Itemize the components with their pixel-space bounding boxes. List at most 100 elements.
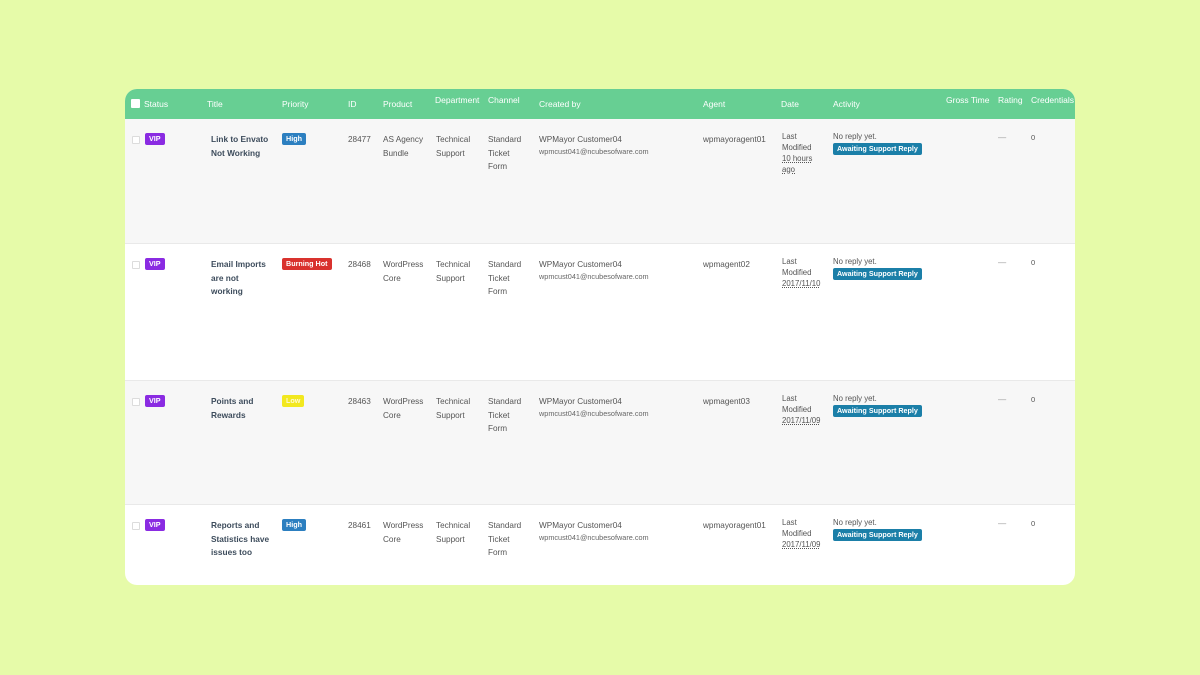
agent: wpmayoragent01 bbox=[703, 135, 766, 144]
title-line[interactable]: Points and bbox=[211, 396, 254, 406]
channel-line: Form bbox=[488, 548, 508, 557]
creator-name[interactable]: WPMayor Customer04 bbox=[539, 521, 622, 530]
table-row[interactable]: VIP Link to Envato Not Working High 28477 AS … bbox=[125, 119, 1075, 243]
channel-line: Ticket bbox=[488, 534, 510, 544]
select-all-checkbox[interactable] bbox=[131, 99, 140, 108]
title-line[interactable]: issues too bbox=[211, 547, 253, 557]
ticket-title-link[interactable]: Points and Rewards bbox=[211, 395, 277, 422]
date-line: Modified bbox=[782, 405, 812, 414]
date: Last Modified 2017/11/09 bbox=[782, 517, 820, 550]
header-credentials[interactable]: Credentials bbox=[1031, 95, 1074, 105]
title-line[interactable]: Reports and bbox=[211, 520, 260, 530]
ticket-id: 28468 bbox=[348, 260, 371, 269]
title-line[interactable]: Statistics have bbox=[211, 533, 270, 544]
gross-time: — bbox=[998, 395, 1007, 404]
header-channel[interactable]: Channel bbox=[488, 95, 520, 105]
creator-name[interactable]: WPMayor Customer04 bbox=[539, 135, 622, 144]
table-row[interactable]: VIP Points and Rewards Low 28463 WordPress Cor… bbox=[125, 380, 1075, 504]
product-line: WordPress bbox=[383, 260, 424, 269]
department-line: Support bbox=[436, 273, 465, 283]
activity-text: No reply yet. bbox=[833, 132, 877, 141]
date-line: Last bbox=[782, 518, 797, 527]
creator-name[interactable]: WPMayor Customer04 bbox=[539, 397, 622, 406]
title-line[interactable]: Not Working bbox=[211, 147, 261, 158]
table-header: Status Title Priority ID Product Departm… bbox=[125, 89, 1075, 119]
department-line: Support bbox=[436, 148, 465, 158]
table-row[interactable]: VIP Email Imports are not working Burning Ho… bbox=[125, 243, 1075, 380]
header-date[interactable]: Date bbox=[781, 99, 799, 109]
agent: wpmayoragent01 bbox=[703, 521, 766, 530]
vip-badge: VIP bbox=[145, 133, 165, 145]
creator-email: wpmcust041@ncubesofware.com bbox=[539, 532, 649, 542]
date-line: Modified bbox=[782, 529, 812, 538]
channel-line: Ticket bbox=[488, 273, 510, 283]
row-checkbox[interactable] bbox=[132, 261, 140, 269]
agent: wpmagent02 bbox=[703, 260, 750, 269]
title-line[interactable]: working bbox=[211, 286, 243, 296]
creator-email: wpmcust041@ncubesofware.com bbox=[539, 408, 649, 418]
rating: 0 bbox=[1031, 395, 1036, 404]
header-priority[interactable]: Priority bbox=[282, 99, 309, 109]
channel: Standard Ticket Form bbox=[488, 395, 521, 436]
title-line[interactable]: Rewards bbox=[211, 409, 246, 420]
row-checkbox[interactable] bbox=[132, 522, 140, 530]
row-checkbox[interactable] bbox=[132, 136, 140, 144]
table-row[interactable]: VIP Reports and Statistics have issues too H… bbox=[125, 504, 1075, 585]
date-line: Last bbox=[782, 132, 797, 141]
vip-badge: VIP bbox=[145, 519, 165, 531]
row-checkbox[interactable] bbox=[132, 398, 140, 406]
department-line: Technical bbox=[436, 521, 471, 530]
ticket-title-link[interactable]: Email Imports are not working bbox=[211, 258, 277, 299]
date-value: 10 hours bbox=[782, 154, 813, 163]
product-line: Core bbox=[383, 410, 401, 420]
channel-line: Ticket bbox=[488, 148, 510, 158]
department: Technical Support bbox=[436, 519, 470, 546]
header-title[interactable]: Title bbox=[207, 99, 223, 109]
ticket-title-link[interactable]: Link to Envato Not Working bbox=[211, 133, 277, 160]
created-by: WPMayor Customer04 wpmcust041@ncubesofwar… bbox=[539, 519, 649, 543]
gross-time: — bbox=[998, 519, 1007, 528]
ticket-title-link[interactable]: Reports and Statistics have issues too bbox=[211, 519, 277, 560]
product-line: Core bbox=[383, 273, 401, 283]
header-activity[interactable]: Activity bbox=[833, 99, 860, 109]
header-rating[interactable]: Rating bbox=[998, 95, 1023, 105]
department: Technical Support bbox=[436, 133, 470, 160]
date-line: 10 hours bbox=[782, 153, 812, 164]
department: Technical Support bbox=[436, 258, 470, 285]
header-status[interactable]: Status bbox=[144, 99, 169, 109]
header-department[interactable]: Department bbox=[435, 95, 480, 105]
priority-badge: Burning Hot bbox=[282, 258, 332, 270]
creator-name[interactable]: WPMayor Customer04 bbox=[539, 260, 622, 269]
header-product[interactable]: Product bbox=[383, 99, 413, 109]
gross-time: — bbox=[998, 133, 1007, 142]
date: Last Modified 2017/11/09 bbox=[782, 393, 820, 426]
department-line: Technical bbox=[436, 397, 471, 406]
date-line: Modified bbox=[782, 143, 812, 152]
channel: Standard Ticket Form bbox=[488, 258, 521, 299]
header-id[interactable]: ID bbox=[348, 99, 357, 109]
date-line: Last bbox=[782, 394, 797, 403]
rating: 0 bbox=[1031, 519, 1036, 528]
channel-line: Form bbox=[488, 162, 508, 171]
product: WordPress Core bbox=[383, 258, 423, 285]
date-line: 2017/11/09 bbox=[782, 415, 820, 426]
awaiting-support-reply-badge: Awaiting Support Reply bbox=[833, 405, 922, 417]
header-agent[interactable]: Agent bbox=[703, 99, 726, 109]
date-line: 2017/11/10 bbox=[782, 278, 820, 289]
activity: No reply yet. Awaiting Support Reply bbox=[833, 131, 922, 155]
title-line[interactable]: Email Imports bbox=[211, 259, 266, 269]
date-value: 2017/11/09 bbox=[782, 540, 821, 549]
channel: Standard Ticket Form bbox=[488, 133, 521, 174]
ticket-id: 28477 bbox=[348, 135, 371, 144]
date-value: 2017/11/10 bbox=[782, 279, 821, 288]
department-line: Support bbox=[436, 534, 465, 544]
date-line: Modified bbox=[782, 268, 812, 277]
header-created-by[interactable]: Created by bbox=[539, 99, 581, 109]
date-value: ago bbox=[782, 165, 796, 174]
header-gross-time[interactable]: Gross Time bbox=[946, 95, 990, 105]
rating: 0 bbox=[1031, 258, 1036, 267]
product-line: Bundle bbox=[383, 148, 409, 158]
tickets-table: Status Title Priority ID Product Departm… bbox=[125, 89, 1075, 585]
title-line[interactable]: are not bbox=[211, 272, 239, 283]
title-line[interactable]: Link to Envato bbox=[211, 134, 269, 144]
